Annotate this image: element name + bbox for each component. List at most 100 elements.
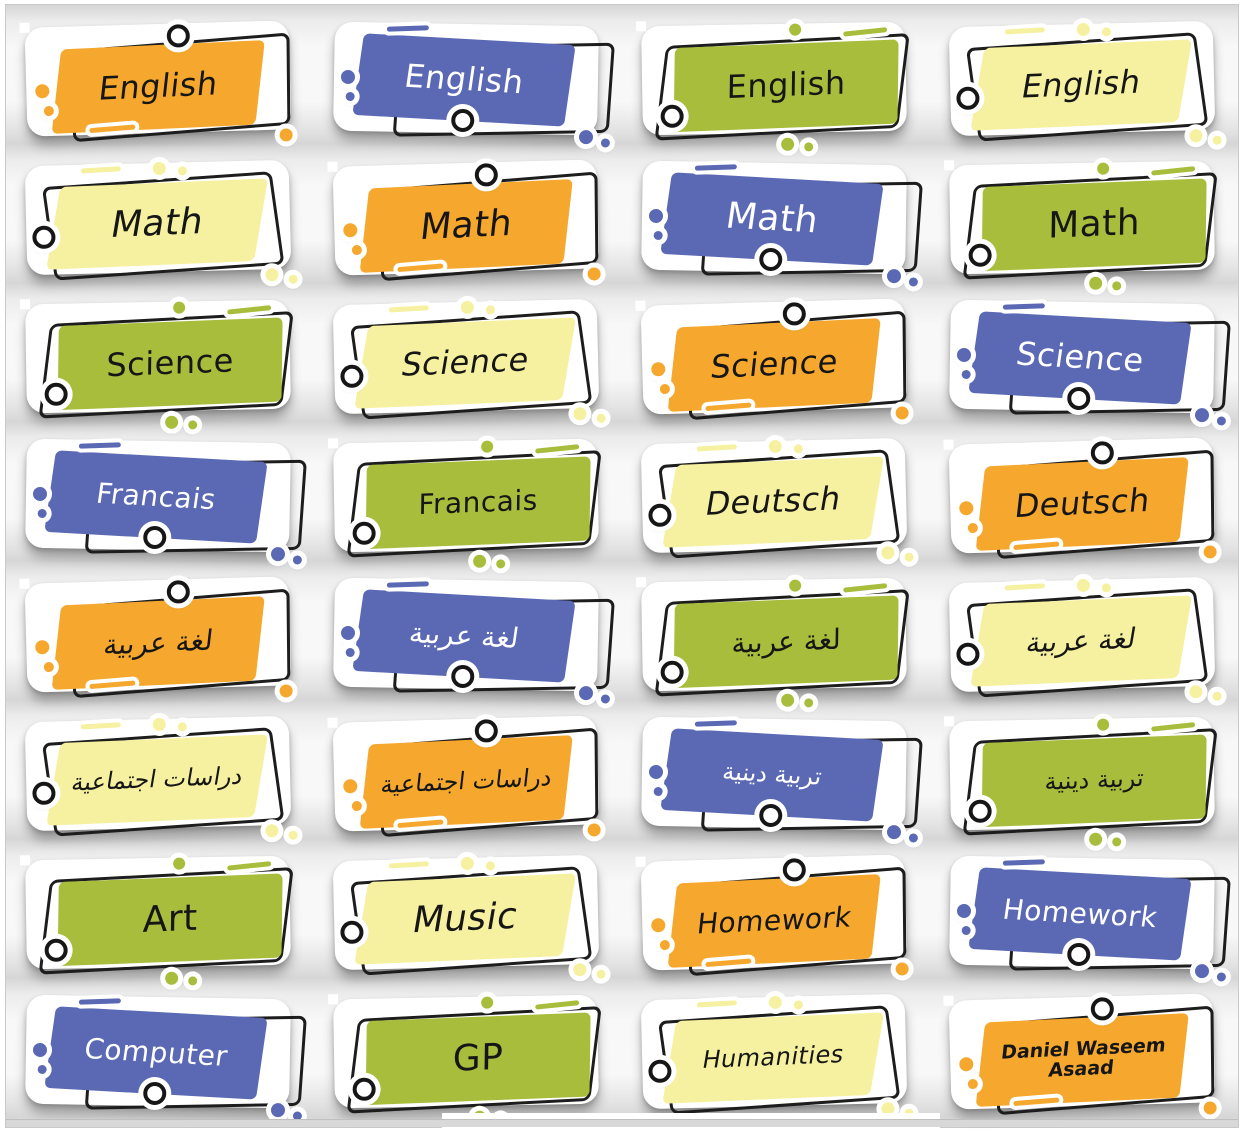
accent-dot-icon: [37, 508, 47, 519]
accent-dot-icon: [659, 383, 671, 395]
sticker-body: Francais: [333, 438, 602, 569]
sticker-color-panel: Math: [46, 178, 269, 270]
accent-dash-icon: [1002, 303, 1045, 310]
accent-dot-icon: [793, 444, 803, 454]
accent-dot-icon: [596, 969, 606, 979]
sticker-label-text: لغة عربية: [101, 623, 215, 662]
subject-label-sticker: دراسات اجتماعية: [6, 706, 314, 845]
sticker-body: Science: [949, 299, 1231, 426]
sticker-label-text: تربية دينية: [720, 757, 824, 792]
sticker-body: Art: [25, 855, 294, 986]
sticker-label-text: Deutsch: [1012, 481, 1152, 526]
sticker-body: Science: [332, 298, 606, 423]
sticker-label-text: Humanities: [700, 1040, 847, 1075]
sticker-color-panel: لغة عربية: [51, 596, 265, 690]
sticker-body: Math: [332, 159, 601, 282]
subject-label-sticker: Math: [622, 150, 930, 289]
subject-label-sticker: Math: [314, 150, 622, 289]
sticker-label-text: Deutsch: [702, 479, 845, 524]
accent-dot-icon: [288, 830, 298, 840]
accent-dot-icon: [177, 722, 187, 732]
accent-dot-icon: [1203, 545, 1217, 559]
sticker-label-text: English: [726, 63, 846, 107]
accent-dot-icon: [596, 413, 606, 423]
accent-dot-icon: [343, 779, 358, 794]
sticker-label-text: Science: [1013, 334, 1147, 380]
accent-dot-icon: [908, 277, 918, 287]
accent-dot-icon: [32, 486, 48, 502]
subject-label-sticker: Computer: [6, 984, 314, 1123]
sticker-label-text: Math: [1047, 202, 1141, 247]
sticker-sheet: English English English: [5, 4, 1239, 1134]
accent-dash-icon: [80, 166, 121, 174]
accent-dot-icon: [1212, 135, 1222, 145]
accent-dot-icon: [956, 903, 972, 919]
accent-dot-icon: [279, 684, 293, 698]
accent-dot-icon: [648, 208, 664, 224]
subject-label-sticker: لغة عربية: [622, 567, 930, 708]
accent-dot-icon: [959, 1057, 974, 1072]
sticker-body: لغة عربية: [333, 577, 615, 704]
subject-label-sticker: Math: [6, 150, 314, 289]
accent-dot-icon: [1089, 832, 1103, 846]
subject-label-sticker: English: [6, 11, 314, 150]
accent-dot-icon: [279, 128, 293, 142]
accent-dot-icon: [904, 552, 914, 562]
sticker-color-panel: Deutsch: [662, 456, 885, 548]
accent-dot-icon: [961, 369, 971, 380]
sticker-label-text: Music: [409, 895, 522, 942]
sticker-label-text: Science: [106, 341, 235, 385]
accent-dot-icon: [43, 661, 55, 673]
accent-dot-icon: [895, 406, 909, 420]
sticker-label-text: Francais: [94, 477, 218, 517]
sticker-body: Music: [332, 854, 606, 979]
accent-dot-icon: [1089, 276, 1103, 290]
accent-dot-icon: [886, 268, 902, 284]
subject-label-sticker: Deutsch: [622, 428, 930, 567]
sticker-color-panel: Art: [57, 873, 283, 967]
subject-label-sticker: English: [314, 11, 622, 150]
sticker-label-text: دراسات اجتماعية: [69, 761, 246, 798]
sticker-label-text: GP: [452, 1036, 504, 1080]
sticker-label-text: English: [401, 56, 527, 102]
accent-dot-icon: [651, 362, 666, 377]
subject-label-sticker: Science: [6, 289, 314, 430]
sticker-body: Science: [25, 299, 294, 430]
accent-dot-icon: [881, 546, 895, 560]
accent-dot-icon: [1189, 685, 1203, 699]
accent-dash-icon: [388, 305, 429, 313]
sticker-body: تربية دينية: [949, 716, 1218, 847]
sticker-label-text: Math: [723, 195, 821, 242]
sticker-color-panel: Science: [354, 317, 577, 409]
sticker-color-panel: تربية دينية: [981, 734, 1207, 828]
sticker-label-text: Math: [417, 202, 515, 249]
accent-dot-icon: [152, 717, 166, 732]
accent-dot-icon: [1076, 578, 1090, 593]
sticker-label-text: Homework: [695, 900, 854, 941]
accent-dot-icon: [956, 347, 972, 363]
subject-label-sticker: Daniel Waseem Asaad: [930, 984, 1238, 1123]
subject-label-sticker: English: [930, 11, 1238, 150]
sticker-color-panel: English: [673, 39, 899, 133]
sticker-body: لغة عربية: [948, 576, 1222, 701]
sticker-color-panel: Science: [667, 318, 881, 412]
accent-dot-icon: [345, 647, 355, 658]
sticker-body: لغة عربية: [24, 576, 293, 699]
accent-dot-icon: [578, 685, 594, 701]
accent-dot-icon: [351, 244, 363, 256]
sticker-color-panel: دراسات اجتماعية: [359, 735, 573, 829]
sticker-label-text: Math: [107, 201, 207, 247]
accent-dot-icon: [1212, 691, 1222, 701]
sticker-color-panel: Deutsch: [975, 457, 1189, 551]
accent-dot-icon: [961, 925, 971, 936]
accent-dash-icon: [80, 722, 121, 730]
accent-dot-icon: [659, 939, 671, 951]
accent-dot-icon: [152, 161, 166, 176]
accent-dot-icon: [967, 522, 979, 534]
accent-dot-icon: [587, 267, 601, 281]
sticker-label-text: Science: [398, 340, 533, 385]
accent-dash-icon: [696, 1000, 737, 1008]
subject-label-sticker: تربية دينية: [622, 706, 930, 845]
accent-dot-icon: [886, 824, 902, 840]
accent-dot-icon: [789, 23, 802, 36]
